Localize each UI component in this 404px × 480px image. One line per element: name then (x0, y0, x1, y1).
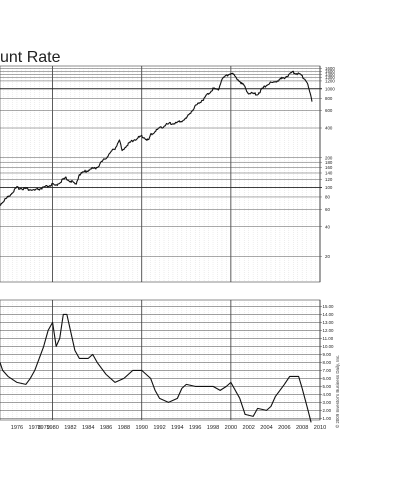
copyright-credit: © 2009 Investor's Business Daily, Inc. (335, 355, 340, 428)
x-tick-label: 1982 (64, 425, 76, 431)
y-tick-label: 1200 (325, 79, 335, 84)
y-tick-label: 13.00 (323, 320, 335, 325)
y-tick-label: 1300 (325, 75, 335, 80)
y-tick-label: 7.00 (323, 368, 332, 373)
discount-rate-line (0, 313, 312, 423)
x-tick-label: 2006 (278, 425, 290, 431)
y-tick-label: 1500 (325, 69, 335, 74)
y-tick-label: 9.00 (323, 352, 332, 357)
y-tick-label: 40 (325, 224, 330, 229)
y-tick-label: 160 (325, 165, 333, 170)
y-tick-label: 14.00 (323, 312, 335, 317)
y-tick-label: 400 (325, 126, 333, 131)
y-tick-label: 5.00 (323, 384, 332, 389)
y-tick-label: 100 (325, 185, 333, 190)
x-tick-label: 1998 (207, 425, 219, 431)
x-tick-label: 1984 (82, 425, 94, 431)
x-tick-label: 1996 (189, 425, 201, 431)
x-tick-label: 1978 (29, 425, 41, 431)
x-tick-label: 1990 (136, 425, 148, 431)
y-tick-label: 1400 (325, 72, 335, 77)
y-tick-label: 1.00 (323, 416, 332, 421)
y-tick-label: 800 (325, 96, 333, 101)
y-tick-label: 15.00 (323, 304, 335, 309)
x-tick-label: 1979 (37, 425, 49, 431)
y-tick-label: 60 (325, 207, 330, 212)
y-tick-label: 11.00 (323, 336, 334, 341)
x-tick-label: 1992 (153, 425, 165, 431)
x-tick-label: 1988 (118, 425, 130, 431)
y-tick-label: 10.00 (323, 344, 335, 349)
y-tick-label: 3.00 (323, 400, 332, 405)
x-tick-label: 2004 (260, 425, 272, 431)
x-tick-label: 1976 (11, 425, 23, 431)
x-tick-label: 1986 (100, 425, 112, 431)
x-tick-label: 2010 (314, 425, 326, 431)
y-tick-label: 180 (325, 160, 333, 165)
y-tick-label: 6.00 (323, 376, 332, 381)
y-tick-label: 120 (325, 177, 333, 182)
x-tick-label: 1994 (171, 425, 183, 431)
y-tick-label: 1000 (325, 86, 335, 91)
y-tick-label: 4.00 (323, 392, 332, 397)
top-panel: 1600150014001300120010008006004002001801… (0, 65, 335, 283)
y-tick-label: 20 (325, 254, 330, 259)
x-tick-label: 2002 (242, 425, 254, 431)
x-tick-label: 1980 (46, 425, 58, 431)
chart-title: unt Rate (0, 49, 61, 66)
y-tick-label: 2.00 (323, 408, 332, 413)
bottom-panel: 15.00 14.00 13.00 12.00 11.00 10.00 9.00 8.00 7.… (0, 299, 335, 423)
y-tick-label: 12.00 (323, 328, 335, 333)
y-tick-label: 200 (325, 155, 333, 160)
y-tick-label: 8.00 (323, 360, 332, 365)
y-tick-label: 600 (325, 108, 333, 113)
y-tick-label: 140 (325, 171, 333, 176)
x-tick-label: 2008 (296, 425, 308, 431)
y-tick-label: 80 (325, 195, 330, 200)
index-price-line (0, 70, 313, 206)
y-tick-label: 1600 (325, 66, 335, 71)
x-tick-label: 2000 (225, 425, 237, 431)
